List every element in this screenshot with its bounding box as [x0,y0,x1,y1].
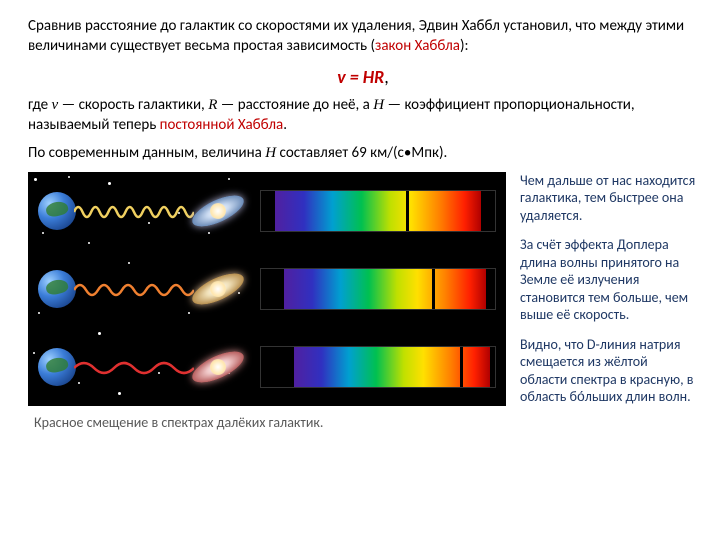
spectrum-bar [260,346,496,388]
intro-para-2: где v — скорость галактики, R — расстоян… [28,95,698,136]
side-text: Чем дальше от нас находится галактика, т… [520,172,698,431]
figure-row [28,328,506,406]
figure-caption: Красное смещение в спектрах далёких гала… [28,414,506,431]
redshift-figure [28,172,506,406]
earth-icon [38,270,76,308]
side-p2: За счёт эффекта Доплера длина волны прин… [520,236,698,324]
var-h: H [373,97,384,113]
earth-icon [38,192,76,230]
hubble-formula: v = HR, [28,65,698,89]
formula-comma: , [384,66,389,88]
hubble-const-term: постоянной Хаббла [160,116,284,134]
d-line-marker [460,347,463,387]
d-line-marker [406,191,409,231]
figure-row [28,250,506,328]
formula-v: v [337,66,345,88]
var-h2: H [265,145,276,161]
spectrum-bar [260,190,496,232]
light-wave [74,276,194,304]
text: Сравнив расстояние до галактик со скорос… [28,17,684,55]
earth-icon [38,348,76,386]
light-wave [74,354,194,382]
spectrum-bar [260,268,496,310]
galaxy-icon [182,332,254,401]
intro-para-1: Сравнив расстояние до галактик со скорос… [28,16,698,57]
light-wave [74,198,194,226]
formula-eq: = [346,66,363,88]
intro-para-3: По современным данным, величина H состав… [28,143,698,163]
figure-row [28,172,506,250]
d-line-marker [432,269,435,309]
side-p3: Видно, что D-линия натрия смещается из ж… [520,336,698,406]
text: ): [460,37,469,55]
galaxy-icon [182,254,254,323]
galaxy-icon [182,176,254,245]
side-p1: Чем дальше от нас находится галактика, т… [520,172,698,225]
var-r: R [208,97,217,113]
formula-hr: HR [363,66,385,88]
hubble-law-term: закон Хаббла [375,37,460,55]
